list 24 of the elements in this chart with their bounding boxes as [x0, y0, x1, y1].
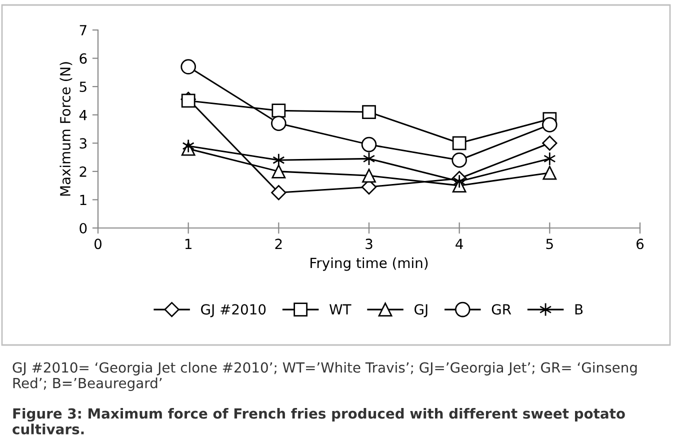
- y-tick-label: 0: [80, 222, 87, 234]
- legend-label: GJ: [414, 304, 428, 318]
- y-tick-label: 7: [80, 25, 86, 36]
- y-tick-label: 2: [80, 166, 86, 177]
- y-tick-label: 1: [80, 194, 86, 205]
- text: GJ #2010= ‘Georgia Jet clone #2010’; WT=’White Travis’; GJ=’Georgia Jet’; GR= ‘Ginseng Red’; B=’Beauregard’: [12, 362, 637, 391]
- y-tick-label: 3: [80, 138, 86, 149]
- x-tick-label: 2: [275, 238, 282, 249]
- x-tick-label: 1: [185, 238, 192, 249]
- x-tick-label: 4: [456, 238, 463, 249]
- legend-label: WT: [330, 304, 352, 314]
- x-tick-label: 3: [366, 238, 372, 250]
- y-tick-label: 5: [80, 82, 86, 92]
- x-tick-label: 6: [636, 238, 644, 250]
- y-tick-label: 6: [80, 53, 87, 64]
- legend-label: GJ #2010: [201, 304, 266, 318]
- legend-label: B: [575, 304, 583, 314]
- x-axis-title: Frying time (min): [310, 257, 428, 271]
- y-axis-title: Maximum Force (N): [60, 62, 72, 196]
- x-tick-label: 5: [546, 238, 553, 250]
- y-tick-label: 4: [79, 110, 87, 120]
- caption: Figure 3: Maximum force of French fries produced with different sweet potato cultivars.: [12, 408, 625, 434]
- legend-label: GR: [492, 304, 512, 315]
- x-tick-label: 0: [94, 238, 102, 250]
